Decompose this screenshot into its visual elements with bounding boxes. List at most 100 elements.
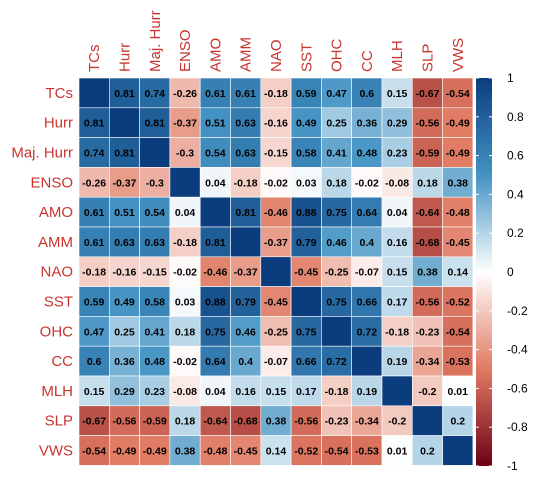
heatmap-cell bbox=[139, 137, 171, 168]
heatmap-cell bbox=[381, 256, 413, 287]
heatmap-cell bbox=[411, 345, 443, 377]
heatmap-cell bbox=[230, 316, 262, 347]
cell-value: 0.54 bbox=[145, 207, 166, 219]
cell-value: 0.25 bbox=[114, 326, 135, 338]
cell-value: 0.38 bbox=[175, 446, 196, 458]
cell-value: 0.6 bbox=[360, 88, 375, 100]
cell-value: -0.02 bbox=[355, 177, 379, 189]
cell-value: 0.4 bbox=[360, 237, 375, 249]
heatmap-cell bbox=[321, 167, 352, 198]
heatmap-cell bbox=[442, 226, 474, 258]
cell-value: -0.53 bbox=[355, 446, 379, 458]
heatmap-cell bbox=[230, 435, 262, 466]
heatmap-cell bbox=[230, 77, 262, 109]
cell-value: 0.19 bbox=[387, 356, 408, 368]
row-label: SST bbox=[44, 294, 73, 311]
cell-value: 0.01 bbox=[387, 446, 408, 458]
cell-value: -0.18 bbox=[325, 386, 349, 398]
heatmap-cell bbox=[230, 256, 262, 287]
heatmap-cell bbox=[139, 226, 171, 258]
cell-value: 0.88 bbox=[296, 207, 317, 219]
cell-value: 0.61 bbox=[84, 207, 105, 219]
cell-value: 0.46 bbox=[235, 326, 256, 338]
cell-value: -0.23 bbox=[415, 326, 439, 338]
heatmap-cell bbox=[230, 286, 262, 317]
heatmap-cell bbox=[381, 316, 413, 347]
heatmap-cell bbox=[109, 345, 140, 377]
heatmap-cell bbox=[199, 226, 231, 258]
heatmap-cell bbox=[290, 167, 322, 198]
cell-value: 0.15 bbox=[84, 386, 105, 398]
cell-value: -0.68 bbox=[415, 237, 439, 249]
cell-value: 0.38 bbox=[417, 267, 438, 279]
cell-value: -0.56 bbox=[112, 416, 136, 428]
heatmap-cell bbox=[260, 256, 292, 287]
cell-value: -0.67 bbox=[82, 416, 106, 428]
heatmap-cell bbox=[78, 167, 110, 198]
cell-value: 0.63 bbox=[114, 237, 135, 249]
heatmap-cell bbox=[290, 405, 322, 436]
cell-value: -0.34 bbox=[415, 356, 439, 368]
row-label: NAO bbox=[40, 264, 73, 281]
cell-value: 0.01 bbox=[448, 386, 469, 398]
cell-value: 0.04 bbox=[387, 207, 408, 219]
cell-value: 0.51 bbox=[205, 118, 226, 130]
heatmap-cell bbox=[442, 256, 474, 287]
heatmap-cell bbox=[139, 107, 171, 138]
heatmap-cell bbox=[199, 405, 231, 436]
cell-value: 0.2 bbox=[450, 416, 465, 428]
heatmap-cell bbox=[260, 435, 292, 466]
cell-value: -0.02 bbox=[173, 267, 197, 279]
cell-value: 0.74 bbox=[84, 148, 105, 160]
cell-value: 0.61 bbox=[235, 88, 256, 100]
heatmap-cell bbox=[381, 226, 413, 258]
column-label: Maj. Hurr bbox=[147, 10, 164, 72]
cell-value: 0.46 bbox=[326, 237, 347, 249]
cell-value: 1 bbox=[425, 416, 431, 428]
cell-value: -0.52 bbox=[294, 446, 318, 458]
heatmap-cell bbox=[109, 137, 140, 168]
row-label: MLH bbox=[41, 383, 73, 400]
heatmap-cell bbox=[351, 107, 383, 138]
cell-value: 0.75 bbox=[205, 326, 226, 338]
cell-value: -0.46 bbox=[264, 207, 288, 219]
cell-value: 0.36 bbox=[357, 118, 378, 130]
heatmap-cell bbox=[199, 137, 231, 168]
column-label: AMO bbox=[207, 38, 224, 72]
cell-value: 0.81 bbox=[235, 207, 256, 219]
cell-value: 1 bbox=[394, 386, 400, 398]
cell-value: 0.81 bbox=[145, 118, 166, 130]
cell-value: 0.81 bbox=[114, 148, 135, 160]
row-labels: TCs Hurr Maj. Hurr ENSO AMO AMM NAO SST OHC CC MLH… bbox=[11, 85, 73, 460]
heatmap-cell bbox=[169, 405, 201, 436]
heatmap-cell bbox=[321, 196, 352, 228]
cell-value: 0.58 bbox=[145, 297, 166, 309]
heatmap-cell bbox=[109, 375, 140, 407]
cell-value: 0.41 bbox=[145, 326, 166, 338]
heatmap-cell bbox=[78, 107, 110, 138]
cell-value: -0.59 bbox=[143, 416, 167, 428]
cell-value: -0.3 bbox=[176, 148, 194, 160]
heatmap-cell bbox=[139, 196, 171, 228]
cell-value: -0.56 bbox=[294, 416, 318, 428]
colorbar-tick-label: 0 bbox=[507, 265, 514, 279]
heatmap-cell bbox=[442, 435, 474, 466]
column-label: NAO bbox=[268, 39, 285, 72]
cell-value: -0.26 bbox=[173, 88, 197, 100]
heatmap-cell bbox=[351, 137, 383, 168]
cell-value: 1 bbox=[364, 356, 370, 368]
cell-value: 0.04 bbox=[205, 386, 226, 398]
cell-value: -0.16 bbox=[264, 118, 288, 130]
colorbar-tick-label: -1 bbox=[507, 459, 518, 473]
cell-value: 0.75 bbox=[296, 326, 317, 338]
cell-value: -0.2 bbox=[418, 386, 436, 398]
colorbar-tick-label: -0.8 bbox=[507, 420, 528, 434]
cell-value: -0.49 bbox=[143, 446, 167, 458]
cell-value: 0.17 bbox=[296, 386, 317, 398]
cell-value: 1 bbox=[303, 297, 309, 309]
cell-value: 0.63 bbox=[235, 118, 256, 130]
heatmap-cell bbox=[321, 405, 352, 436]
cell-value: -0.25 bbox=[325, 267, 349, 279]
heatmap-cell bbox=[260, 286, 292, 317]
heatmap-cell bbox=[199, 286, 231, 317]
